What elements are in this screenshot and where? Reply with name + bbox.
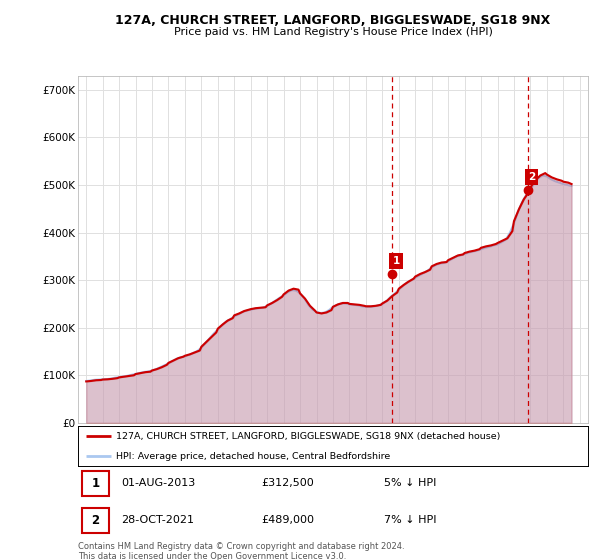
Text: 1: 1	[91, 477, 100, 490]
FancyBboxPatch shape	[82, 508, 109, 533]
Text: £489,000: £489,000	[262, 515, 314, 525]
Text: £312,500: £312,500	[262, 478, 314, 488]
Text: 2: 2	[91, 514, 100, 527]
Text: HPI: Average price, detached house, Central Bedfordshire: HPI: Average price, detached house, Cent…	[116, 452, 391, 461]
Text: 5% ↓ HPI: 5% ↓ HPI	[384, 478, 436, 488]
Text: 127A, CHURCH STREET, LANGFORD, BIGGLESWADE, SG18 9NX: 127A, CHURCH STREET, LANGFORD, BIGGLESWA…	[115, 14, 551, 27]
Text: 7% ↓ HPI: 7% ↓ HPI	[384, 515, 437, 525]
Text: 127A, CHURCH STREET, LANGFORD, BIGGLESWADE, SG18 9NX (detached house): 127A, CHURCH STREET, LANGFORD, BIGGLESWA…	[116, 432, 500, 441]
Text: Price paid vs. HM Land Registry's House Price Index (HPI): Price paid vs. HM Land Registry's House …	[173, 27, 493, 37]
FancyBboxPatch shape	[82, 471, 109, 496]
Text: Contains HM Land Registry data © Crown copyright and database right 2024.
This d: Contains HM Land Registry data © Crown c…	[78, 542, 404, 560]
Text: 2: 2	[528, 172, 535, 182]
Text: 1: 1	[392, 256, 400, 266]
Text: 01-AUG-2013: 01-AUG-2013	[121, 478, 196, 488]
Text: 28-OCT-2021: 28-OCT-2021	[121, 515, 194, 525]
